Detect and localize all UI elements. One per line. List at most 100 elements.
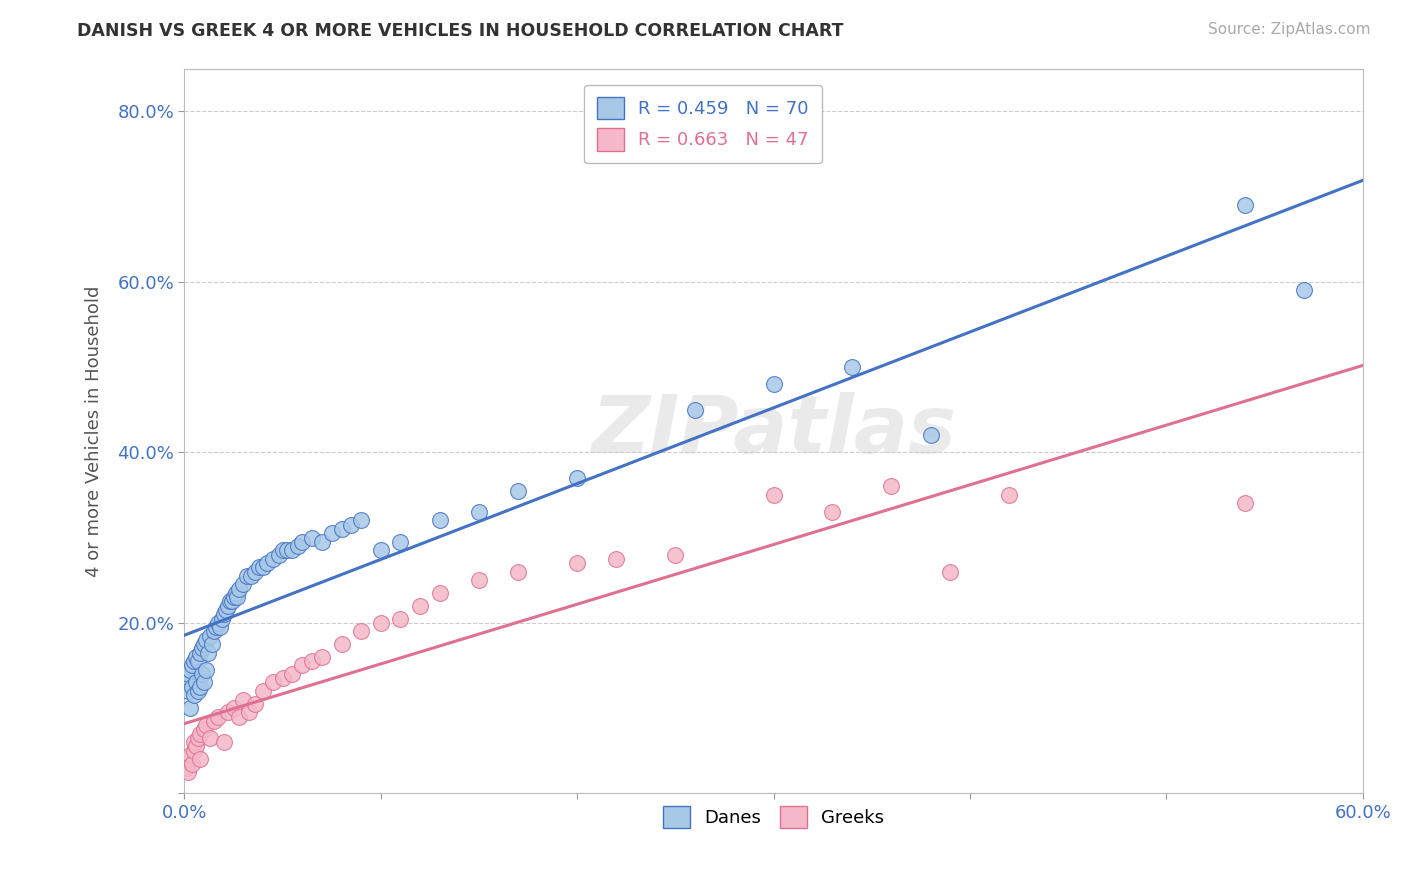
Point (177, 684, 200, 698)
Point (236, 569, 259, 583)
Point (212, 607, 235, 622)
Point (179, 663, 201, 677)
Point (281, 667, 304, 681)
Point (243, 697, 266, 711)
Point (193, 723, 215, 737)
Text: Source: ZipAtlas.com: Source: ZipAtlas.com (1208, 22, 1371, 37)
Point (228, 709, 250, 723)
Point (330, 522, 353, 536)
Point (287, 539, 309, 553)
Point (664, 548, 686, 562)
Point (191, 667, 214, 681)
Point (468, 505, 491, 519)
Point (821, 505, 844, 519)
Point (195, 632, 218, 647)
Point (221, 594, 243, 608)
Point (841, 359, 863, 374)
Point (508, 483, 530, 498)
Point (409, 599, 432, 613)
Point (232, 692, 254, 706)
Point (176, 675, 198, 690)
Point (191, 641, 214, 656)
Point (177, 667, 200, 681)
Point (202, 624, 225, 639)
Point (195, 663, 218, 677)
Point (301, 531, 323, 545)
Point (225, 586, 247, 600)
Point (243, 565, 266, 579)
Point (181, 756, 204, 771)
Point (179, 747, 201, 762)
Point (321, 526, 343, 541)
Point (340, 517, 363, 532)
Point (350, 513, 373, 527)
Point (429, 586, 451, 600)
Point (238, 706, 260, 720)
Point (567, 556, 589, 570)
Point (762, 377, 785, 392)
Point (193, 637, 215, 651)
Point (762, 488, 785, 502)
Point (197, 646, 219, 660)
Point (226, 591, 249, 605)
Text: ZIPatlas: ZIPatlas (591, 392, 956, 470)
Point (183, 688, 205, 702)
Point (217, 599, 239, 613)
Point (198, 731, 221, 745)
Point (370, 615, 392, 630)
Point (1292, 283, 1315, 297)
Point (215, 603, 238, 617)
Point (389, 534, 412, 549)
Point (176, 761, 198, 775)
Y-axis label: 4 or more Vehicles in Household: 4 or more Vehicles in Household (86, 285, 103, 576)
Point (301, 654, 323, 668)
Point (508, 565, 530, 579)
Point (207, 709, 229, 723)
Point (195, 718, 218, 732)
Point (247, 560, 270, 574)
Point (389, 611, 412, 625)
Point (370, 543, 392, 558)
Point (281, 543, 304, 558)
Point (1233, 496, 1256, 510)
Point (187, 731, 209, 745)
Point (201, 637, 224, 651)
Point (880, 479, 903, 493)
Legend: Danes, Greeks: Danes, Greeks (655, 798, 891, 835)
Point (252, 684, 274, 698)
Point (217, 706, 239, 720)
Point (232, 577, 254, 591)
Point (1233, 198, 1256, 212)
Point (186, 649, 208, 664)
Point (183, 744, 205, 758)
Point (939, 565, 962, 579)
Point (291, 658, 314, 673)
Point (177, 752, 200, 766)
Point (468, 573, 491, 587)
Point (222, 591, 245, 605)
Point (222, 701, 245, 715)
Point (311, 649, 333, 664)
Point (186, 675, 208, 690)
Point (350, 624, 373, 639)
Point (183, 654, 205, 668)
Point (311, 534, 333, 549)
Point (240, 569, 263, 583)
Point (291, 534, 314, 549)
Point (228, 582, 250, 596)
Point (193, 675, 215, 690)
Point (198, 629, 221, 643)
Point (181, 658, 204, 673)
Point (567, 471, 589, 485)
Point (256, 556, 278, 570)
Point (998, 488, 1021, 502)
Point (188, 680, 211, 694)
Point (188, 726, 211, 740)
Point (429, 513, 451, 527)
Point (187, 684, 209, 698)
Point (262, 675, 284, 690)
Point (271, 671, 294, 685)
Point (188, 752, 211, 766)
Point (188, 646, 211, 660)
Point (276, 543, 298, 558)
